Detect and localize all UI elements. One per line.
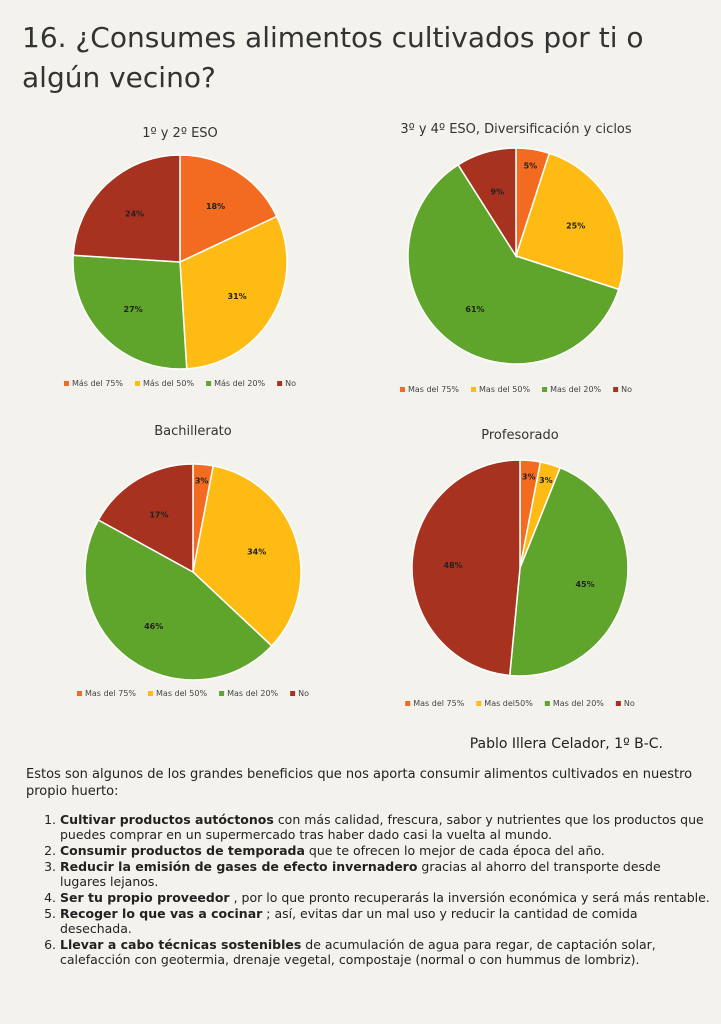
legend-swatch (76, 691, 82, 696)
legend-swatch (290, 691, 296, 696)
data-label: 45% (575, 580, 594, 589)
benefit-heading: Llevar a cabo técnicas sostenibles (60, 937, 302, 952)
chart-title: Bachillerato (154, 424, 232, 439)
benefit: Reducir la emisión de gases de efecto in… (60, 859, 710, 889)
legend-swatch (613, 387, 619, 392)
legend-swatch (471, 387, 477, 392)
benefit: Cultivar productos autóctonos con más ca… (60, 812, 710, 842)
chart-title: Profesorado (481, 428, 558, 443)
benefit-text: que te ofrecen lo mejor de cada época de… (308, 843, 605, 858)
legend-swatch (63, 381, 69, 386)
pie-slice (72, 254, 188, 370)
legend: Más del 75% Más del 50% Más del 20% No (63, 379, 296, 388)
legend-label: Más del 50% (143, 379, 194, 388)
data-label: 61% (465, 305, 484, 314)
intro: Estos son algunos de los grandes benefic… (26, 767, 693, 799)
pie-slice (407, 163, 620, 365)
benefit: Llevar a cabo técnicas sostenibles de ac… (60, 937, 710, 967)
data-label: 17% (149, 510, 168, 519)
data-label: 3% (522, 473, 536, 482)
pie-slice (457, 147, 517, 259)
pie-slice (508, 466, 629, 677)
chart-title: 3º y 4º ESO, Diversificación y ciclos (400, 122, 632, 137)
benefit-heading: Consumir productos de temporada (60, 843, 305, 858)
pie-slice (179, 215, 288, 370)
data-label: 31% (228, 292, 247, 301)
legend: Mas del 75% Mas del50% Mas del 20% No (405, 699, 635, 708)
pie-slice (97, 463, 194, 574)
benefit: Consumir productos de temporada que te o… (60, 843, 710, 858)
data-label: 25% (566, 222, 585, 231)
chart-title: 1º y 2º ESO (142, 126, 218, 141)
pie-slice (84, 518, 273, 681)
benefit-text: con más calidad, frescura, sabor y nutri… (60, 812, 704, 842)
benefit: Recoger lo que vas a cocinar ; así, evit… (60, 906, 710, 936)
legend-swatch (135, 381, 141, 386)
legend-label: Mas del 20% (553, 699, 604, 708)
benefit: Ser tu propio proveedor , por lo que pro… (60, 890, 710, 905)
legend-label: Mas del50% (484, 699, 533, 708)
legend-swatch (277, 381, 283, 386)
pie-slice (515, 152, 625, 291)
benefit-text: , por lo que pronto recuperarás la inver… (233, 890, 710, 905)
author: Pablo Illera Celador, 1º B-C. (469, 736, 663, 752)
benefit-text: ; así, evitas dar un mal uso y reducir l… (60, 906, 638, 936)
data-label: 3% (539, 476, 553, 485)
legend-swatch (148, 691, 154, 696)
legend-swatch (544, 701, 550, 706)
legend-swatch (476, 701, 482, 706)
benefit-heading: Recoger lo que vas a cocinar (60, 906, 263, 921)
legend-label: Mas del 75% (408, 385, 459, 394)
data-label: 46% (144, 622, 163, 631)
legend: Mas del 75% Mas del 50% Mas del 20% No (76, 689, 309, 698)
pie-slice (179, 154, 278, 264)
legend-label: Más del 20% (214, 379, 265, 388)
data-label: 34% (247, 547, 266, 556)
legend-label: Mas del 20% (550, 385, 601, 394)
legend-swatch (399, 387, 405, 392)
pie-slice (411, 459, 521, 677)
pie-slice (192, 465, 302, 647)
data-label: 27% (124, 305, 143, 314)
legend-label: Mas del 50% (156, 689, 207, 698)
benefit-list: Cultivar productos autóctonos con más ca… (38, 812, 710, 968)
legend-swatch (405, 701, 411, 706)
data-label: 9% (491, 188, 505, 197)
legend-label: Mas del 20% (227, 689, 278, 698)
page-title: 16. ¿Consumes alimentos cultivados por t… (22, 21, 644, 94)
legend-label: No (624, 699, 635, 708)
data-label: 5% (524, 161, 538, 170)
pie-slice (72, 154, 181, 263)
legend: Mas del 75% Mas del 50% Mas del 20% No (399, 385, 632, 394)
benefit-heading: Cultivar productos autóctonos (60, 812, 274, 827)
data-label: 24% (125, 210, 144, 219)
legend-swatch (615, 701, 621, 706)
legend-label: Mas del 75% (413, 699, 464, 708)
data-label: 18% (206, 202, 225, 211)
data-label: 3% (195, 477, 209, 486)
legend-label: Mas del 75% (85, 689, 136, 698)
legend-label: No (298, 689, 309, 698)
benefit-heading: Reducir la emisión de gases de efecto in… (60, 859, 418, 874)
legend-swatch (542, 387, 548, 392)
benefit-text: de acumulación de agua para regar, de ca… (60, 937, 656, 967)
legend-label: Más del 75% (72, 379, 123, 388)
data-label: 48% (444, 561, 463, 570)
benefit-heading: Ser tu propio proveedor (60, 890, 230, 905)
legend-swatch (219, 691, 225, 696)
legend-label: No (621, 385, 632, 394)
legend-label: Mas del 50% (479, 385, 530, 394)
benefit-text: gracias al ahorro del transporte desde l… (60, 859, 661, 889)
legend-label: No (285, 379, 296, 388)
legend-swatch (206, 381, 212, 386)
